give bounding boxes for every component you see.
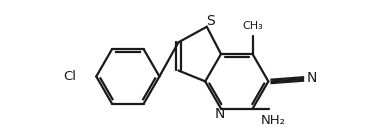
- Text: S: S: [207, 14, 215, 28]
- Text: N: N: [307, 71, 317, 85]
- Text: N: N: [214, 107, 225, 121]
- Text: CH₃: CH₃: [243, 21, 264, 31]
- Text: Cl: Cl: [63, 70, 76, 83]
- Text: NH₂: NH₂: [261, 114, 286, 127]
